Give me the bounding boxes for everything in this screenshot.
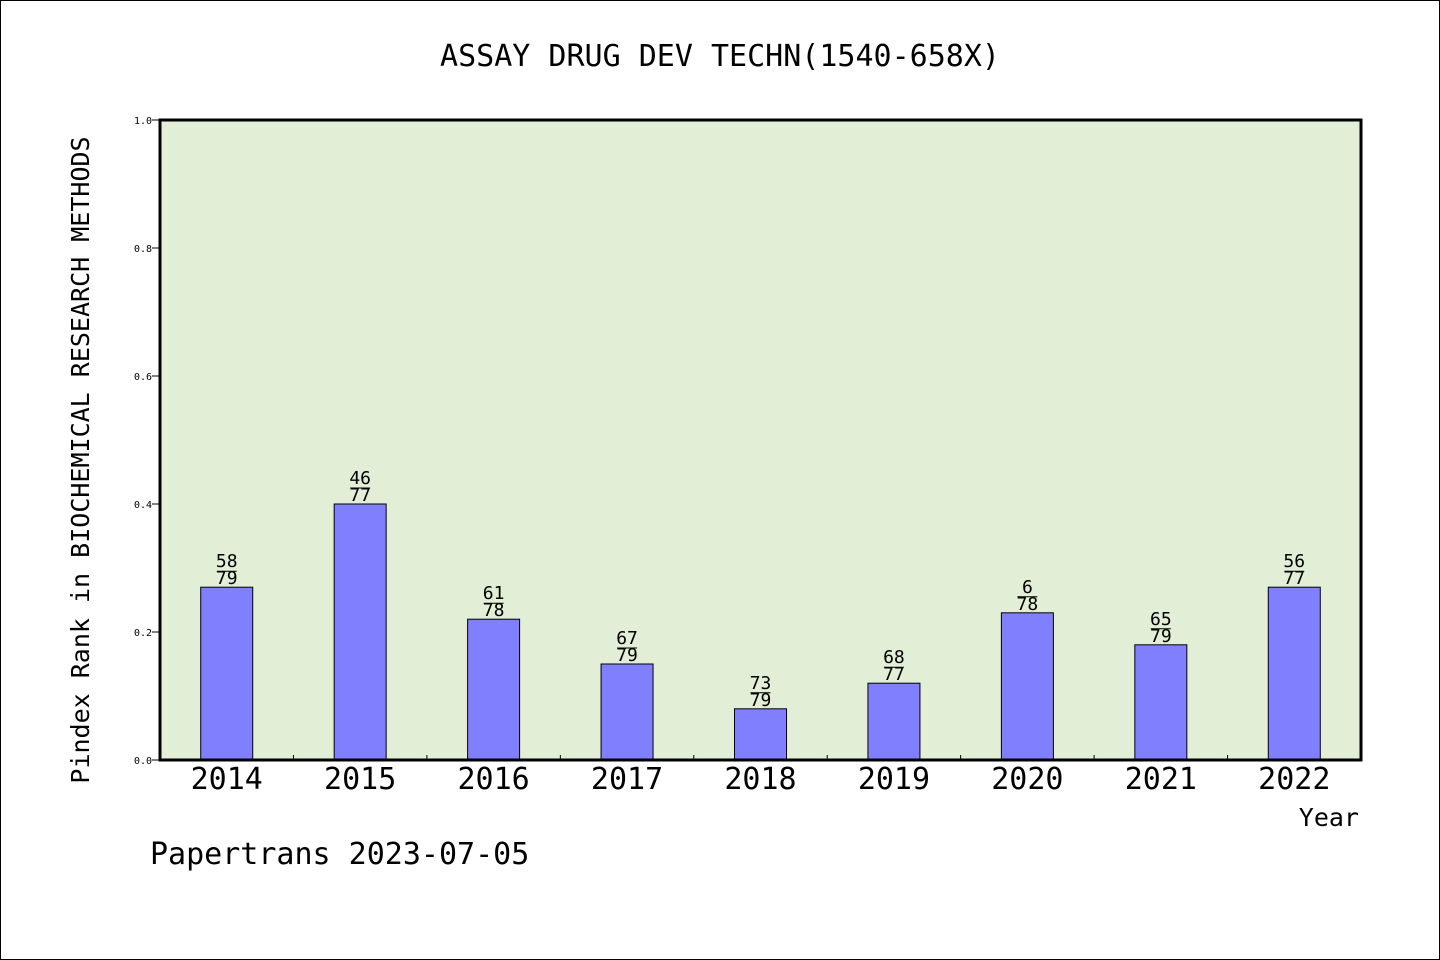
- rank-label: 58: [216, 551, 238, 572]
- bar: [600, 663, 654, 761]
- total-label: 77: [1283, 568, 1305, 589]
- total-label: 78: [1017, 594, 1039, 615]
- y-tick-label: 0.8: [134, 244, 152, 255]
- rank-label: 61: [483, 583, 505, 604]
- rank-label: 65: [1150, 609, 1172, 630]
- bar: [734, 708, 787, 761]
- total-label: 79: [616, 645, 638, 666]
- rank-label: 6: [1022, 577, 1033, 598]
- rank-label: 68: [883, 647, 905, 668]
- total-label: 79: [1150, 626, 1172, 647]
- x-tick-label: 2018: [724, 762, 796, 797]
- total-label: 79: [216, 568, 238, 589]
- y-tick-label: 1.0: [134, 116, 152, 127]
- total-label: 77: [883, 664, 905, 685]
- bar: [867, 682, 921, 761]
- x-tick-label: 2014: [191, 762, 263, 797]
- y-axis-label: Pindex Rank in BIOCHEMICAL RESEARCH METH…: [66, 136, 95, 783]
- bar: [1000, 612, 1054, 761]
- x-tick-label: 2017: [591, 762, 663, 797]
- bar: [1134, 644, 1188, 761]
- rank-label: 73: [750, 673, 772, 694]
- chart-title: ASSAY DRUG DEV TECHN(1540-658X): [440, 39, 1000, 74]
- bar: [333, 503, 387, 761]
- total-label: 78: [483, 600, 505, 621]
- x-axis: 2014 2015 2016 2017 2018 2019 2020 2021 2022: [191, 755, 1330, 797]
- rank-label: 46: [349, 468, 371, 489]
- x-tick-label: 2015: [324, 762, 396, 797]
- bar: [200, 586, 254, 761]
- y-axis: 0.0 0.2 0.4 0.6 0.8 1.0: [134, 116, 160, 767]
- x-tick-label: 2020: [991, 762, 1063, 797]
- x-tick-label: 2022: [1258, 762, 1330, 797]
- y-tick-label: 0.2: [134, 628, 152, 639]
- bars: [200, 503, 1321, 761]
- x-tick-label: 2021: [1125, 762, 1197, 797]
- rank-label: 56: [1283, 551, 1305, 572]
- y-tick-label: 0.6: [134, 372, 152, 383]
- x-tick-label: 2019: [858, 762, 930, 797]
- rank-label: 67: [616, 628, 638, 649]
- footer-credit: Papertrans 2023-07-05: [150, 837, 529, 872]
- y-tick-label: 0.4: [134, 500, 152, 511]
- y-tick-label: 0.0: [134, 756, 152, 767]
- plot-border: [158, 118, 1363, 762]
- x-axis-label: Year: [1299, 803, 1359, 832]
- total-label: 79: [750, 690, 772, 711]
- x-tick-label: 2016: [457, 762, 529, 797]
- total-label: 77: [349, 485, 371, 506]
- bar: [1267, 586, 1321, 761]
- bar: [467, 618, 521, 761]
